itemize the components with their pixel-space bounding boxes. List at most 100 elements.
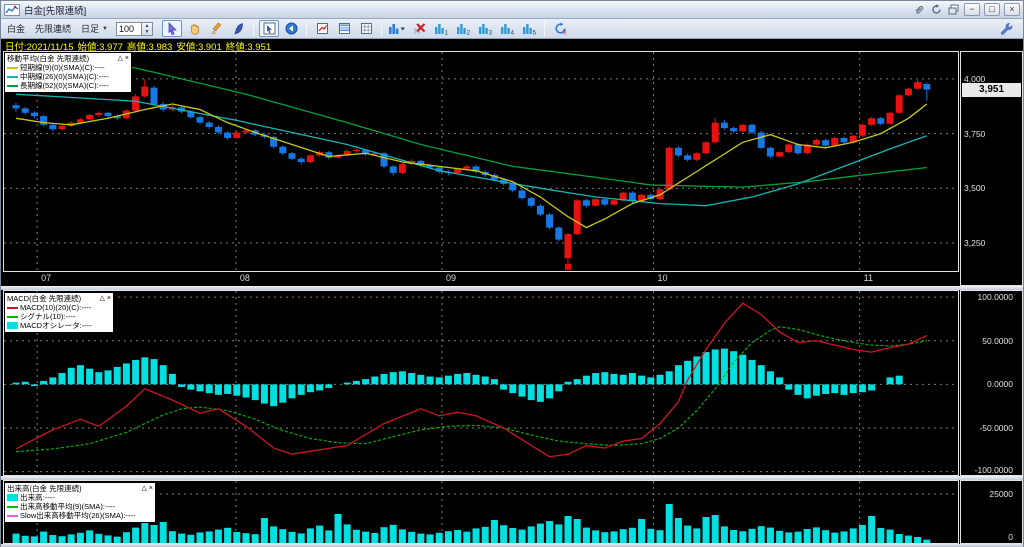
legend-label: 短期線(9)(0)(SMA)(C):---- [20,63,105,72]
macd-tick: 0.0000 [987,379,1013,390]
low-signal-marker [565,263,571,270]
legend-row: MACD(10)(20)(C):---- [7,303,111,312]
layout-1-button[interactable]: 1 [431,20,451,37]
ma_short-line [15,103,928,229]
svg-text:R: R [562,31,567,36]
layout-2-button[interactable]: 2 [453,20,473,37]
legend-marker-icon [7,84,18,87]
grid-settings-button[interactable] [356,20,376,37]
macd-tick: 100.0000 [977,292,1013,303]
stepper-up-icon[interactable]: ▲ [144,22,150,29]
title-bar[interactable]: 白金[先限連続] − □ × [1,1,1023,19]
legend-row: 出来高:---- [7,493,153,502]
legend-close-icon[interactable]: × [148,485,153,492]
legend-label: 長期線(52)(0)(SMA)(C):---- [20,81,109,90]
legend-close-icon[interactable]: × [106,295,111,302]
info-終値: 終値:3.951 [225,42,272,53]
new-chart-button[interactable] [312,20,332,37]
macd-axis: 100.0000 50.0000 0.0000 -50.0000 -100.0000 [960,290,1023,476]
panel-divider[interactable] [1,286,1023,290]
svg-text:1: 1 [445,31,448,36]
bar-count-input[interactable] [116,21,142,36]
remove-indicator-button[interactable] [409,20,429,37]
legend-label: 出来高:---- [20,493,55,502]
window-title: 白金[先限連続] [24,5,87,17]
price-chart-plot[interactable] [3,51,959,272]
contract-label[interactable]: 先限連続 [35,24,72,34]
legend-title: MACD(白金 先限連続) [7,294,82,303]
bar-count-stepper[interactable]: ▲▼ [116,21,153,36]
x-axis: 07 08 09 10 11 [3,272,959,285]
attach-icon[interactable] [912,4,926,16]
toolbar: 白金 先限連続 日足 ▼ ▲▼ 1 23 45 R [1,19,1023,39]
macd-oscillator-bars [12,348,903,407]
info-日付: 日付:2021/11/15 [5,42,74,53]
macd-canvas [4,291,958,476]
price-tick: 3,500 [964,183,986,194]
x-axis-label: 08 [239,273,250,283]
info-安値: 安値:3.901 [176,42,222,53]
info-高値: 高値:3.983 [126,42,173,53]
legend-row: Slow出来高移動平均(26)(SMA):---- [7,511,153,520]
volume-tick: 0 [1008,532,1013,542]
macd-tick: -100.0000 [974,465,1013,475]
price-axis: 4,000 3,750 3,500 3,250 3,951 [960,51,1023,286]
instrument-label[interactable]: 白金 [7,24,26,34]
pencil-tool-button[interactable] [206,20,226,37]
volume-bars [12,504,931,543]
wrench-icon[interactable] [996,20,1016,37]
panel-divider[interactable] [1,476,1023,480]
period-label: 日足 [81,24,100,34]
legend-label: 出来高移動平均(9)(SMA):---- [20,502,115,511]
toolbar-separator [306,21,307,36]
x-axis-label: 11 [863,273,873,283]
svg-text:4: 4 [511,31,514,36]
legend-label: 中期線(26)(0)(SMA)(C):---- [20,72,109,81]
legend-label: MACD(10)(20)(C):---- [20,303,92,312]
legend-label: シグナル(10):---- [20,312,76,321]
ma_long-line [15,52,927,188]
legend-label: Slow出来高移動平均(26)(SMA):---- [20,511,136,520]
reload-button[interactable]: R [550,20,570,37]
copy-window-icon[interactable] [946,4,960,16]
ma-legend[interactable]: 移動平均(白金 先限連続) △ × 短期線(9)(0)(SMA)(C):---- 中期線… [4,52,132,93]
macd-legend[interactable]: MACD(白金 先限連続) △ × MACD(10)(20)(C):---- シグナル(… [4,292,114,333]
sync-icon[interactable] [929,4,943,16]
legend-close-icon[interactable]: × [124,55,129,62]
price-tick: 3,750 [964,128,986,139]
legend-row: 長期線(52)(0)(SMA)(C):---- [7,81,129,90]
select-tool-button[interactable] [162,20,182,37]
legend-row: 中期線(26)(0)(SMA)(C):---- [7,72,129,81]
toolbar-separator [544,21,545,36]
x-axis-label: 09 [445,273,456,283]
legend-marker-icon [7,322,18,329]
chart-area: 日付:2021/11/15 始値:3.977 高値:3.983 安値:3.901 終値:… [1,39,1023,547]
period-dropdown[interactable]: 日足 ▼ [81,22,108,35]
legend-collapse-icon[interactable]: △ [99,295,105,302]
close-button[interactable]: × [1004,3,1020,16]
macd-chart-plot[interactable] [3,290,959,476]
pen-tool-button[interactable] [228,20,248,37]
layout-3-button[interactable]: 3 [475,20,495,37]
maximize-button[interactable]: □ [984,3,1000,16]
legend-marker-icon [7,315,18,318]
layout-5-button[interactable]: 5 [519,20,539,37]
scroll-latest-button[interactable] [281,20,301,37]
data-table-button[interactable] [334,20,354,37]
macd-line [15,302,928,458]
chart-type-button[interactable] [387,20,407,37]
legend-marker-icon [7,66,18,69]
toolbar-separator [253,21,254,36]
legend-collapse-icon[interactable]: △ [141,485,147,492]
legend-collapse-icon[interactable]: △ [117,55,123,62]
svg-text:2: 2 [467,31,470,36]
minimize-button[interactable]: − [964,3,980,16]
stepper-arrows[interactable]: ▲ ▼ [142,21,153,36]
layout-4-button[interactable]: 4 [497,20,517,37]
crosshair-tool-button[interactable] [259,20,279,37]
price-tick: 4,000 [964,73,986,84]
stepper-down-icon[interactable]: ▼ [144,28,150,35]
pan-tool-button[interactable] [184,20,204,37]
volume-legend[interactable]: 出来高(白金 先限連続) △ × 出来高:---- 出来高移動平均(9)(SMA):--… [4,482,156,523]
